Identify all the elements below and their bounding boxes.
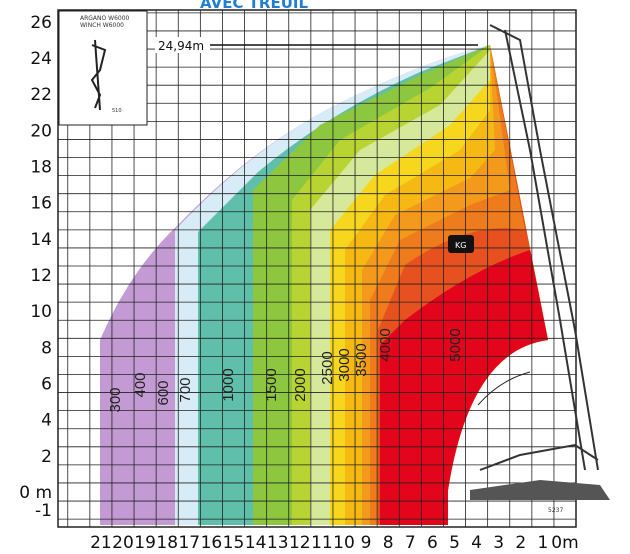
load-label: 3500: [353, 343, 370, 376]
x-tick-label: 13: [267, 533, 289, 553]
load-label: 600: [155, 380, 172, 405]
y-tick-label: 0 m: [19, 483, 52, 503]
crane-base: [470, 480, 610, 500]
y-tick-label: 14: [30, 230, 52, 250]
x-tick-label: 1: [537, 533, 548, 553]
y-tick-label: 8: [41, 338, 52, 358]
x-tick-label: 0m: [551, 533, 578, 553]
reach-arc: [477, 371, 531, 406]
crane-boom: [479, 24, 599, 471]
load-label: 2000: [292, 368, 309, 401]
load-label: 400: [132, 372, 149, 397]
x-tick-label: 15: [223, 533, 245, 553]
x-tick-label: 12: [289, 533, 311, 553]
y-tick-label: 26: [30, 13, 52, 33]
y-tick-label: 10: [30, 302, 52, 322]
inset-text: WINCH W6000: [80, 22, 124, 29]
x-tick-label: 18: [156, 533, 178, 553]
weight-icon: [448, 235, 474, 253]
chart-border: [57, 9, 577, 528]
x-tick-label: 8: [383, 533, 394, 553]
x-tick-label: 2: [515, 533, 526, 553]
x-tick-label: 4: [471, 533, 482, 553]
y-tick-label: 16: [30, 194, 52, 214]
title: AVEC TREUIL: [200, 0, 308, 12]
load-label: 700: [177, 377, 194, 402]
inset-dimension: 510: [112, 108, 122, 114]
inset-box: [58, 10, 148, 126]
weight-icon-text: KG: [455, 241, 466, 250]
y-tick-label: 2: [41, 447, 52, 467]
x-tick-label: 19: [134, 533, 156, 553]
x-tick-label: 10: [333, 533, 355, 553]
x-tick-label: 7: [405, 533, 416, 553]
max-height-label: 24,94m: [158, 39, 204, 53]
load-label: 300: [107, 387, 124, 412]
y-tick-label: 20: [30, 121, 52, 141]
load-label: 1000: [220, 368, 237, 401]
x-tick-label: 9: [361, 533, 372, 553]
x-tick-label: 17: [178, 533, 200, 553]
inset-crane: [90, 39, 107, 111]
load-label: 1500: [263, 368, 280, 401]
load-label: 5000: [447, 328, 464, 361]
max-height-bg: [155, 37, 210, 53]
load-label: 3000: [336, 348, 353, 381]
y-tick-label: 24: [30, 49, 52, 69]
x-tick-label: 14: [245, 533, 267, 553]
inset-text: ARGANO W6000: [80, 15, 130, 22]
base-dimension: 5237: [548, 507, 563, 514]
load-label: 2500: [319, 351, 336, 384]
x-tick-label: 20: [112, 533, 134, 553]
x-tick-label: 3: [493, 533, 504, 553]
x-tick-label: 16: [201, 533, 223, 553]
y-tick-label: 4: [41, 411, 52, 431]
y-tick-label: 6: [41, 375, 52, 395]
y-tick-label: 18: [30, 158, 52, 178]
y-tick-label: 22: [30, 85, 52, 105]
x-tick-label: 21: [90, 533, 112, 553]
x-tick-label: 6: [427, 533, 438, 553]
load-label: 4000: [377, 328, 394, 361]
x-tick-label: 5: [449, 533, 460, 553]
x-tick-label: 11: [311, 533, 333, 553]
load-zone: [380, 250, 548, 525]
y-tick-label: 12: [30, 266, 52, 286]
y-tick-label: -1: [35, 501, 52, 521]
